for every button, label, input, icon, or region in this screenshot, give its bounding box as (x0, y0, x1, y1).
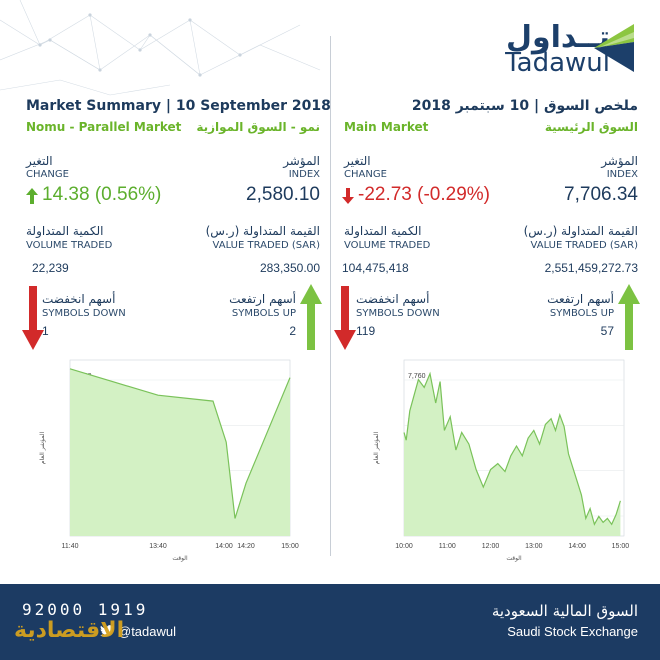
exchange-name-en: Saudi Stock Exchange (507, 624, 638, 639)
main-up-label-ar: أسهم ارتفعت (547, 292, 614, 306)
main-change-value: -22.73 (-0.29%) (358, 184, 491, 205)
small-up-arrow-icon (26, 188, 38, 204)
area-fill (70, 368, 290, 536)
main-volume-value: 104,475,418 (342, 261, 409, 275)
main-value-label-ar: القيمة المتداولة (ر.س) (523, 224, 638, 238)
logo-arabic-text: تــداول (505, 20, 610, 55)
main-value-traded: 2,551,459,272.73 (544, 261, 638, 275)
nomu-index-label-ar: المؤشر (283, 154, 320, 168)
nomu-volume-label-en: VOLUME TRADED (26, 240, 113, 251)
main-panel: ملخص السوق | 10 سبتمبر 2018 Main Market … (334, 96, 640, 562)
main-area-chart: 7,7607,7407,7207,70010:0011:0012:0013:00… (373, 359, 630, 562)
main-up-value: 57 (600, 324, 614, 338)
nomu-title: Market Summary | 10 September 2018 (26, 98, 331, 114)
nomu-value-label-ar: القيمة المتداولة (ر.س) (205, 224, 320, 238)
x-tick-label: 13:40 (149, 543, 167, 550)
nomu-volume-label-ar: الكمية المتداولة (26, 224, 104, 238)
small-down-arrow-icon (342, 188, 354, 204)
arrow-down-icon (22, 286, 44, 350)
x-tick-label: 10:00 (395, 543, 413, 550)
x-tick-label: 14:00 (568, 543, 586, 550)
main-chart: 7,7607,7407,7207,70010:0011:0012:0013:00… (370, 354, 630, 569)
tadawul-mark-icon (594, 24, 634, 72)
nomu-market-name-en: Nomu - Parallel Market (26, 120, 182, 134)
nomu-volume-value: 22,239 (32, 261, 69, 275)
y-tick-label: 7,760 (408, 373, 426, 380)
series-line (69, 368, 291, 519)
x-tick-label: 13:00 (525, 543, 543, 550)
panel-divider (330, 36, 331, 556)
twitter-handle[interactable]: @tadawul (118, 624, 177, 639)
twitter-icon[interactable] (100, 625, 114, 637)
watermark-logo: الاقتصادية (14, 618, 125, 643)
main-change-label-en: CHANGE (344, 169, 387, 180)
nomu-index-label-en: INDEX (288, 169, 320, 180)
nomu-up-value: 2 (289, 324, 296, 338)
x-tick-label: 14:20 (237, 543, 255, 550)
arrow-up-icon (300, 284, 322, 350)
main-index-value: 7,706.34 (564, 184, 638, 205)
main-down-label-en: SYMBOLS DOWN (356, 308, 440, 319)
nomu-change-value: 14.38 (0.56%) (42, 184, 162, 205)
x-tick-label: 14:00 (215, 543, 233, 550)
network-background (0, 0, 321, 96)
x-axis-label: الوقت (506, 555, 522, 562)
main-index-label-ar: المؤشر (601, 154, 638, 168)
nomu-change-label-en: CHANGE (26, 169, 69, 180)
series-line (403, 371, 621, 526)
x-axis-label: الوقت (172, 555, 188, 562)
x-tick-label: 11:40 (62, 543, 79, 550)
main-title: ملخص السوق | 10 سبتمبر 2018 (411, 98, 638, 114)
nomu-up-label-ar: أسهم ارتفعت (229, 292, 296, 306)
phone-number: 92000 1919 (22, 600, 149, 619)
footer: 92000 1919 @tadawul الاقتصادية السوق الم… (0, 584, 660, 660)
arrow-up-icon (618, 284, 640, 350)
nomu-chart: 2,5802,5792,5792,57811:4013:4014:0014:20… (36, 354, 299, 569)
main-up-label-en: SYMBOLS UP (549, 308, 614, 319)
y-axis-label: المؤشر العام (39, 432, 46, 465)
main-volume-label-ar: الكمية المتداولة (344, 224, 422, 238)
x-tick-label: 15:00 (612, 543, 630, 550)
main-index-label-en: INDEX (606, 169, 638, 180)
nomu-down-label-en: SYMBOLS DOWN (42, 308, 126, 319)
y-axis-label: المؤشر العام (373, 432, 380, 465)
nomu-market-name-ar: نمو - السوق الموازية (196, 120, 320, 134)
main-down-label-ar: أسهم انخفضت (356, 292, 430, 306)
main-value-label-en: VALUE TRADED (SAR) (530, 240, 638, 251)
main-market-name-en: Main Market (344, 120, 429, 134)
exchange-name-ar: السوق المالية السعودية (491, 602, 638, 620)
nomu-value-traded: 283,350.00 (259, 261, 320, 275)
nomu-index-value: 2,580.10 (246, 184, 320, 205)
nomu-up-label-en: SYMBOLS UP (231, 308, 296, 319)
main-market-name-ar: السوق الرئيسية (544, 120, 638, 134)
x-tick-label: 11:00 (439, 543, 456, 550)
nomu-value-label-en: VALUE TRADED (SAR) (212, 240, 320, 251)
main-volume-label-en: VOLUME TRADED (344, 240, 431, 251)
x-tick-label: 12:00 (482, 543, 500, 550)
nomu-down-label-ar: أسهم انخفضت (42, 292, 116, 306)
main-down-value: 119 (356, 324, 376, 338)
nomu-down-value: 1 (42, 324, 49, 338)
logo-english-text: Tadawul (505, 48, 610, 78)
nomu-panel: Market Summary | 10 September 2018 Nomu … (22, 96, 331, 562)
nomu-area-chart: 2,5802,5792,5792,57811:4013:4014:0014:20… (39, 359, 299, 562)
nomu-change-label-ar: التغير (26, 154, 53, 168)
main-change-label-ar: التغير (344, 154, 371, 168)
x-tick-label: 15:00 (281, 543, 299, 550)
arrow-down-icon (334, 286, 356, 350)
area-fill (404, 373, 621, 536)
